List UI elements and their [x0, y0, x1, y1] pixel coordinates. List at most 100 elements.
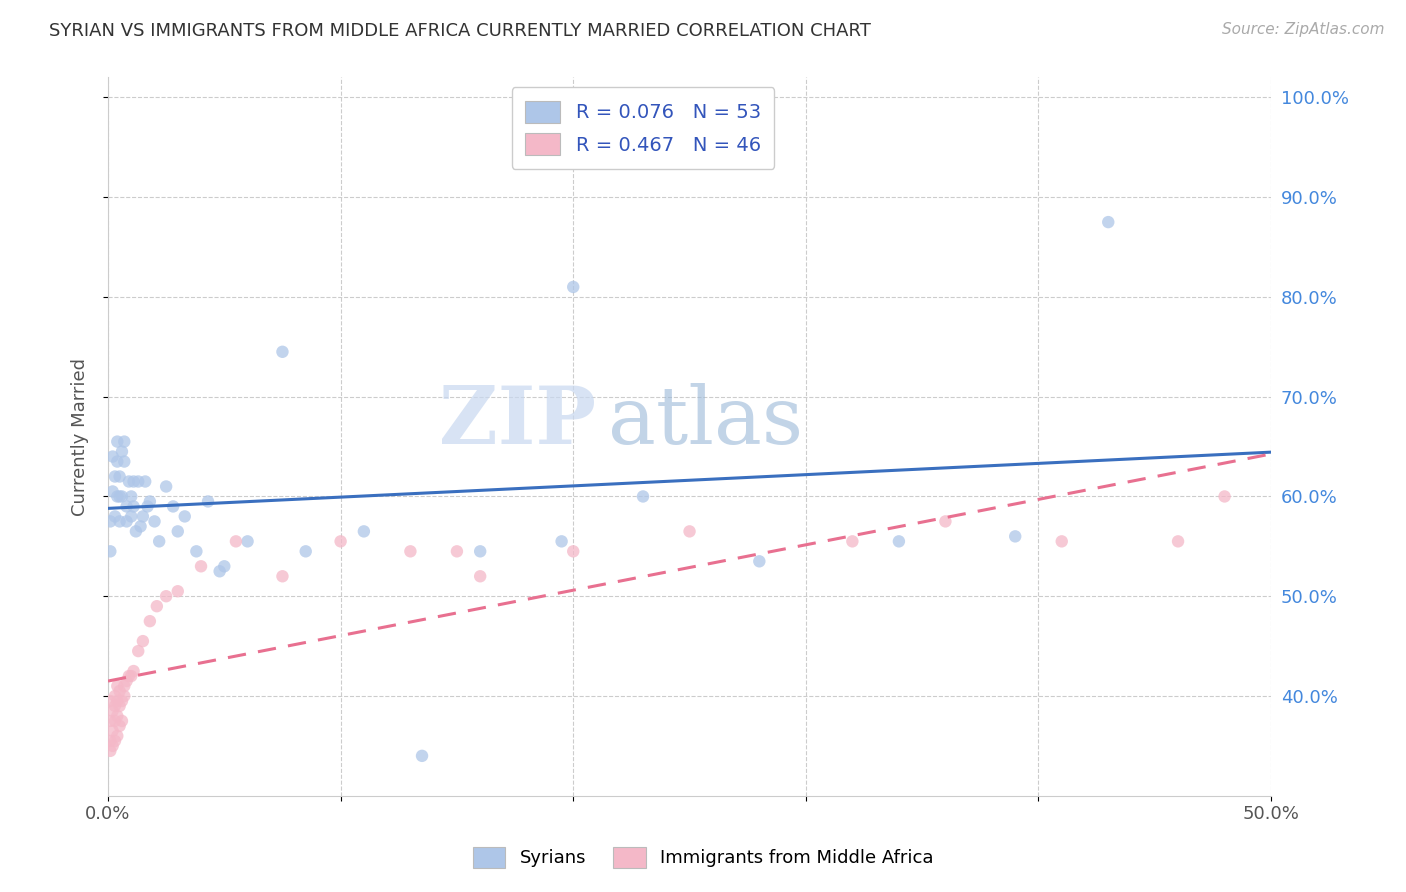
Point	[108, 719, 131, 733]
Point	[115, 500, 138, 514]
Point	[132, 634, 155, 648]
Point	[125, 524, 148, 539]
Point	[98, 714, 121, 728]
Text: atlas: atlas	[609, 384, 803, 461]
Point	[108, 490, 131, 504]
Point	[120, 490, 142, 504]
Point	[98, 744, 121, 758]
Point	[105, 679, 128, 693]
Point	[143, 515, 166, 529]
Point	[112, 434, 135, 449]
Legend: R = 0.076   N = 53, R = 0.467   N = 46: R = 0.076 N = 53, R = 0.467 N = 46	[512, 87, 775, 169]
Point	[127, 644, 149, 658]
Text: ZIP: ZIP	[440, 384, 596, 461]
Point	[120, 509, 142, 524]
Point	[118, 475, 141, 489]
Point	[208, 564, 231, 578]
Point	[105, 490, 128, 504]
Point	[101, 484, 124, 499]
Point	[111, 714, 134, 728]
Point	[1167, 534, 1189, 549]
Point	[101, 723, 124, 738]
Point	[271, 344, 294, 359]
Point	[112, 454, 135, 468]
Point	[104, 698, 127, 713]
Point	[353, 524, 375, 539]
Point	[1097, 215, 1119, 229]
Point	[197, 494, 219, 508]
Point	[1004, 529, 1026, 543]
Point	[122, 664, 145, 678]
Point	[631, 490, 654, 504]
Point	[550, 534, 572, 549]
Point	[108, 469, 131, 483]
Point	[678, 524, 700, 539]
Point	[162, 500, 184, 514]
Point	[271, 569, 294, 583]
Point	[122, 500, 145, 514]
Point	[934, 515, 956, 529]
Point	[98, 734, 121, 748]
Point	[166, 584, 188, 599]
Point	[139, 614, 162, 628]
Point	[411, 748, 433, 763]
Point	[108, 698, 131, 713]
Point	[190, 559, 212, 574]
Point	[562, 544, 585, 558]
Point	[104, 509, 127, 524]
Point	[562, 280, 585, 294]
Point	[148, 534, 170, 549]
Y-axis label: Currently Married: Currently Married	[72, 358, 89, 516]
Point	[166, 524, 188, 539]
Point	[841, 534, 863, 549]
Point	[225, 534, 247, 549]
Point	[155, 479, 177, 493]
Point	[105, 694, 128, 708]
Point	[146, 599, 169, 614]
Point	[108, 684, 131, 698]
Point	[101, 704, 124, 718]
Point	[129, 519, 152, 533]
Point	[399, 544, 422, 558]
Point	[111, 490, 134, 504]
Point	[111, 694, 134, 708]
Point	[139, 494, 162, 508]
Point	[98, 515, 121, 529]
Point	[115, 673, 138, 688]
Point	[122, 475, 145, 489]
Point	[111, 444, 134, 458]
Text: Source: ZipAtlas.com: Source: ZipAtlas.com	[1222, 22, 1385, 37]
Point	[1213, 490, 1236, 504]
Point	[173, 509, 195, 524]
Point	[186, 544, 208, 558]
Point	[104, 689, 127, 703]
Point	[105, 434, 128, 449]
Text: SYRIAN VS IMMIGRANTS FROM MIDDLE AFRICA CURRENTLY MARRIED CORRELATION CHART: SYRIAN VS IMMIGRANTS FROM MIDDLE AFRICA …	[49, 22, 872, 40]
Point	[1050, 534, 1073, 549]
Point	[155, 589, 177, 603]
Point	[101, 739, 124, 753]
Point	[120, 669, 142, 683]
Point	[105, 709, 128, 723]
Point	[236, 534, 259, 549]
Point	[101, 450, 124, 464]
Point	[104, 734, 127, 748]
Point	[887, 534, 910, 549]
Point	[112, 689, 135, 703]
Point	[104, 714, 127, 728]
Point	[132, 509, 155, 524]
Point	[105, 729, 128, 743]
Point	[115, 515, 138, 529]
Point	[134, 475, 156, 489]
Point	[104, 469, 127, 483]
Point	[112, 679, 135, 693]
Point	[98, 544, 121, 558]
Point	[470, 569, 492, 583]
Point	[136, 500, 159, 514]
Point	[127, 475, 149, 489]
Point	[446, 544, 468, 558]
Point	[470, 544, 492, 558]
Point	[294, 544, 316, 558]
Point	[329, 534, 352, 549]
Legend: Syrians, Immigrants from Middle Africa: Syrians, Immigrants from Middle Africa	[461, 836, 945, 879]
